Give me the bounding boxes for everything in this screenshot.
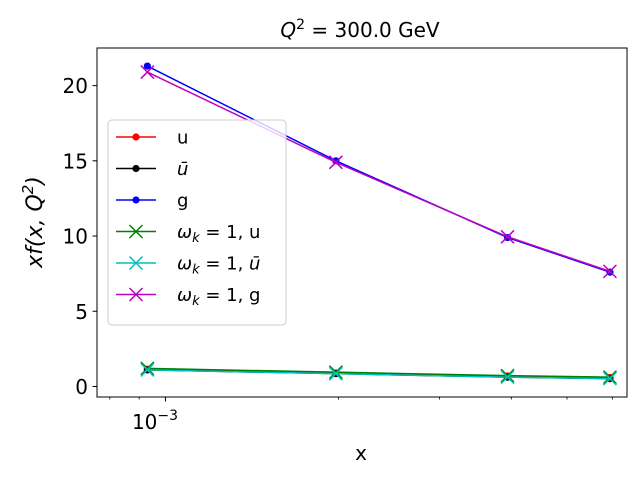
legend-marker <box>128 287 144 302</box>
data-point-x <box>500 368 515 383</box>
legend-item: ū <box>116 159 188 180</box>
legend-label: ωk = 1, g <box>177 285 260 309</box>
data-point-x <box>602 264 617 279</box>
legend-marker <box>132 196 140 204</box>
data-point-x <box>500 229 515 244</box>
y-axis-label: xf(x, Q2) <box>19 176 48 269</box>
data-point-x <box>500 370 515 385</box>
legend-marker <box>128 224 144 239</box>
data-point-x <box>140 362 155 377</box>
y-tick-label: 15 <box>63 149 88 173</box>
legend-marker <box>132 133 140 141</box>
y-tick-label: 10 <box>63 225 88 249</box>
x-tick-label: 10−3 <box>132 408 178 434</box>
series-4 <box>140 362 617 386</box>
data-point-x <box>140 65 155 80</box>
legend-marker <box>132 164 140 173</box>
x-axis-label: x <box>355 441 367 465</box>
series-line <box>147 369 610 380</box>
legend-label: ωk = 1, ū <box>177 254 260 278</box>
legend-item: ωk = 1, g <box>116 285 260 309</box>
legend-box <box>107 119 287 326</box>
legend-label: g <box>177 191 188 212</box>
y-tick-label: 5 <box>75 300 88 324</box>
legend-label: ωk = 1, u <box>177 222 260 246</box>
plot-area <box>96 47 628 398</box>
legend-item: g <box>116 191 188 212</box>
data-point-x <box>140 361 155 376</box>
series-3 <box>140 361 617 385</box>
legend-marker <box>128 255 144 271</box>
legend-label: u <box>177 128 188 149</box>
y-tick-label: 20 <box>63 74 88 98</box>
data-point-dot <box>143 62 151 70</box>
series-line <box>147 71 611 273</box>
y-tick-label: 0 <box>75 375 88 399</box>
data-point-x <box>602 370 617 385</box>
legend-item: ωk = 1, ū <box>116 254 260 278</box>
series-line <box>147 367 610 378</box>
legend: uūg ωk = 1, u ωk = 1, ū ωk = 1, g <box>107 119 287 326</box>
legend-item: ωk = 1, u <box>116 222 260 246</box>
data-point-x <box>328 155 343 170</box>
legend-item: u <box>116 128 188 149</box>
chart-title: Q2 = 300.0 GeV <box>280 17 440 42</box>
legend-label: ū <box>177 159 188 180</box>
data-point-x <box>602 371 617 386</box>
series-5 <box>140 65 617 279</box>
data-point-x <box>328 366 343 381</box>
data-point-x <box>328 365 343 380</box>
